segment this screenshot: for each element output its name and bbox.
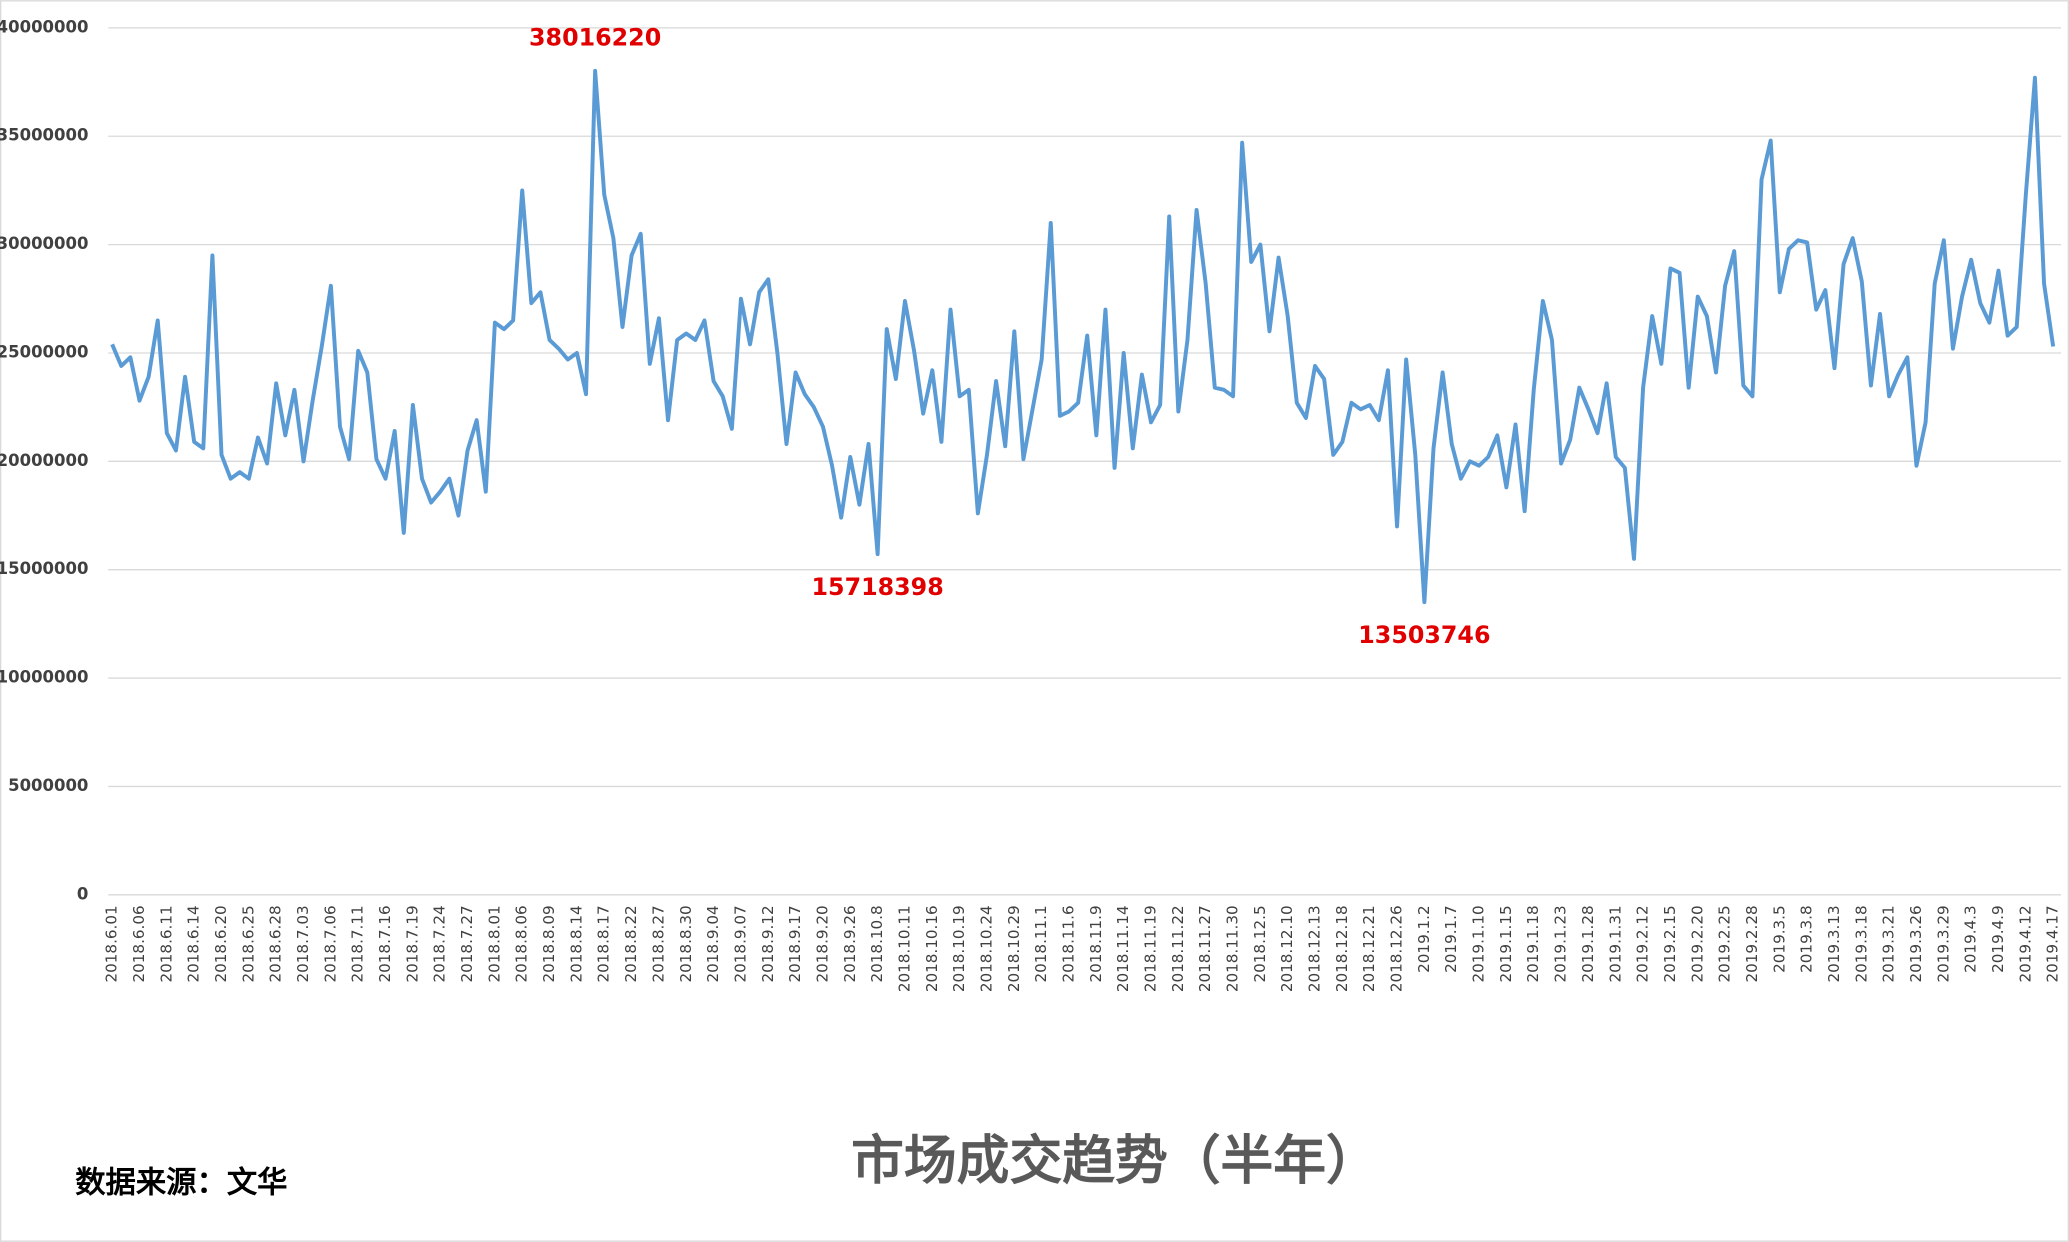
x-tick-label: 2019.3.5 (1770, 905, 1788, 973)
x-tick-label: 2019.3.8 (1798, 905, 1816, 973)
data-label: 13503746 (1358, 621, 1490, 649)
x-tick-label: 2018.6.11 (157, 905, 175, 982)
x-tick-label: 2019.2.15 (1661, 905, 1679, 982)
x-tick-label: 2019.3.26 (1907, 905, 1925, 982)
x-tick-label: 2019.4.3 (1962, 905, 1980, 973)
x-tick-label: 2018.9.04 (704, 905, 722, 982)
x-tick-label: 2019.2.25 (1716, 905, 1734, 982)
x-tick-label: 2018.10.11 (895, 905, 913, 992)
x-tick-label: 2019.2.28 (1743, 905, 1761, 982)
x-tick-label: 2018.8.01 (485, 905, 503, 982)
x-tick-label: 2018.11.9 (1087, 905, 1105, 982)
y-tick-label: 0 (77, 884, 88, 903)
y-tick-label: 35000000 (0, 126, 88, 145)
source-note: 数据来源：文华 (75, 1164, 287, 1200)
x-tick-label: 2018.11.22 (1169, 905, 1187, 992)
data-label: 38016220 (529, 24, 661, 52)
x-tick-label: 2018.7.27 (458, 905, 476, 982)
x-tick-label: 2018.6.25 (239, 905, 257, 982)
x-tick-label: 2019.1.7 (1442, 905, 1460, 973)
x-tick-label: 2018.8.14 (567, 905, 585, 982)
x-tick-label: 2018.6.20 (212, 905, 230, 982)
y-tick-label: 20000000 (0, 451, 88, 470)
x-tick-label: 2018.11.30 (1224, 905, 1242, 992)
x-tick-label: 2018.6.06 (130, 905, 148, 982)
x-tick-label: 2018.11.19 (1142, 905, 1160, 992)
x-tick-label: 2018.12.21 (1360, 905, 1378, 992)
x-tick-label: 2018.10.8 (868, 905, 886, 982)
x-tick-label: 2019.4.9 (1989, 905, 2007, 973)
x-tick-label: 2018.10.16 (923, 905, 941, 992)
x-tick-label: 2019.1.23 (1552, 905, 1570, 982)
x-tick-label: 2018.7.19 (403, 905, 421, 982)
x-tick-label: 2018.12.18 (1333, 905, 1351, 992)
x-tick-label: 2018.11.27 (1196, 905, 1214, 992)
x-tick-label: 2018.9.17 (786, 905, 804, 982)
x-tick-label: 2018.7.03 (294, 905, 312, 982)
x-tick-label: 2018.7.24 (431, 905, 449, 982)
x-tick-label: 2018.11.14 (1114, 905, 1132, 992)
x-tick-label: 2018.10.19 (950, 905, 968, 992)
y-tick-label: 25000000 (0, 342, 88, 361)
y-tick-label: 30000000 (0, 234, 88, 253)
x-tick-label: 2018.8.17 (595, 905, 613, 982)
y-tick-label: 5000000 (8, 776, 88, 795)
x-tick-label: 2019.4.12 (2016, 905, 2034, 982)
x-tick-label: 2018.9.12 (759, 905, 777, 982)
x-tick-label: 2019.1.2 (1415, 905, 1433, 973)
x-tick-label: 2019.1.31 (1606, 905, 1624, 982)
y-tick-label: 15000000 (0, 559, 88, 578)
x-tick-label: 2018.6.14 (185, 905, 203, 982)
x-tick-label: 2018.6.28 (267, 905, 285, 982)
x-tick-label: 2018.8.27 (649, 905, 667, 982)
x-tick-label: 2018.12.5 (1251, 905, 1269, 982)
x-tick-label: 2019.1.28 (1579, 905, 1597, 982)
y-tick-label: 10000000 (0, 668, 88, 687)
x-tick-label: 2018.7.16 (376, 905, 394, 982)
x-tick-label: 2018.8.30 (677, 905, 695, 982)
x-tick-label: 2018.11.1 (1032, 905, 1050, 982)
x-tick-label: 2019.3.29 (1934, 905, 1952, 982)
x-tick-label: 2018.7.06 (321, 905, 339, 982)
x-tick-label: 2018.9.07 (731, 905, 749, 982)
x-tick-label: 2018.12.13 (1306, 905, 1324, 992)
x-tick-label: 2018.8.06 (513, 905, 531, 982)
x-tick-label: 2019.1.18 (1524, 905, 1542, 982)
x-tick-label: 2019.3.21 (1880, 905, 1898, 982)
x-tick-label: 2018.11.6 (1059, 905, 1077, 982)
x-tick-label: 2018.9.26 (841, 905, 859, 982)
x-tick-label: 2018.8.09 (540, 905, 558, 982)
x-tick-label: 2019.2.12 (1634, 905, 1652, 982)
x-tick-label: 2018.10.29 (1005, 905, 1023, 992)
x-tick-label: 2018.12.10 (1278, 905, 1296, 992)
series-line (110, 68, 2056, 605)
x-tick-label: 2019.2.20 (1688, 905, 1706, 982)
x-tick-label: 2018.9.20 (813, 905, 831, 982)
x-tick-label: 2019.3.18 (1852, 905, 1870, 982)
x-tick-label: 2019.3.13 (1825, 905, 1843, 982)
data-label: 15718398 (812, 573, 944, 601)
x-tick-label: 2018.7.11 (349, 905, 367, 982)
y-tick-label: 40000000 (0, 17, 88, 36)
x-tick-label: 2019.1.15 (1497, 905, 1515, 982)
x-tick-label: 2018.10.24 (977, 905, 995, 992)
x-tick-label: 2018.8.22 (622, 905, 640, 982)
x-tick-label: 2019.4.17 (2044, 905, 2062, 982)
x-tick-label: 2018.12.26 (1388, 905, 1406, 992)
chart-title: 市场成交趋势（半年） (851, 1131, 1379, 1192)
x-tick-label: 2019.1.10 (1470, 905, 1488, 982)
x-tick-label: 2018.6.01 (103, 905, 121, 982)
